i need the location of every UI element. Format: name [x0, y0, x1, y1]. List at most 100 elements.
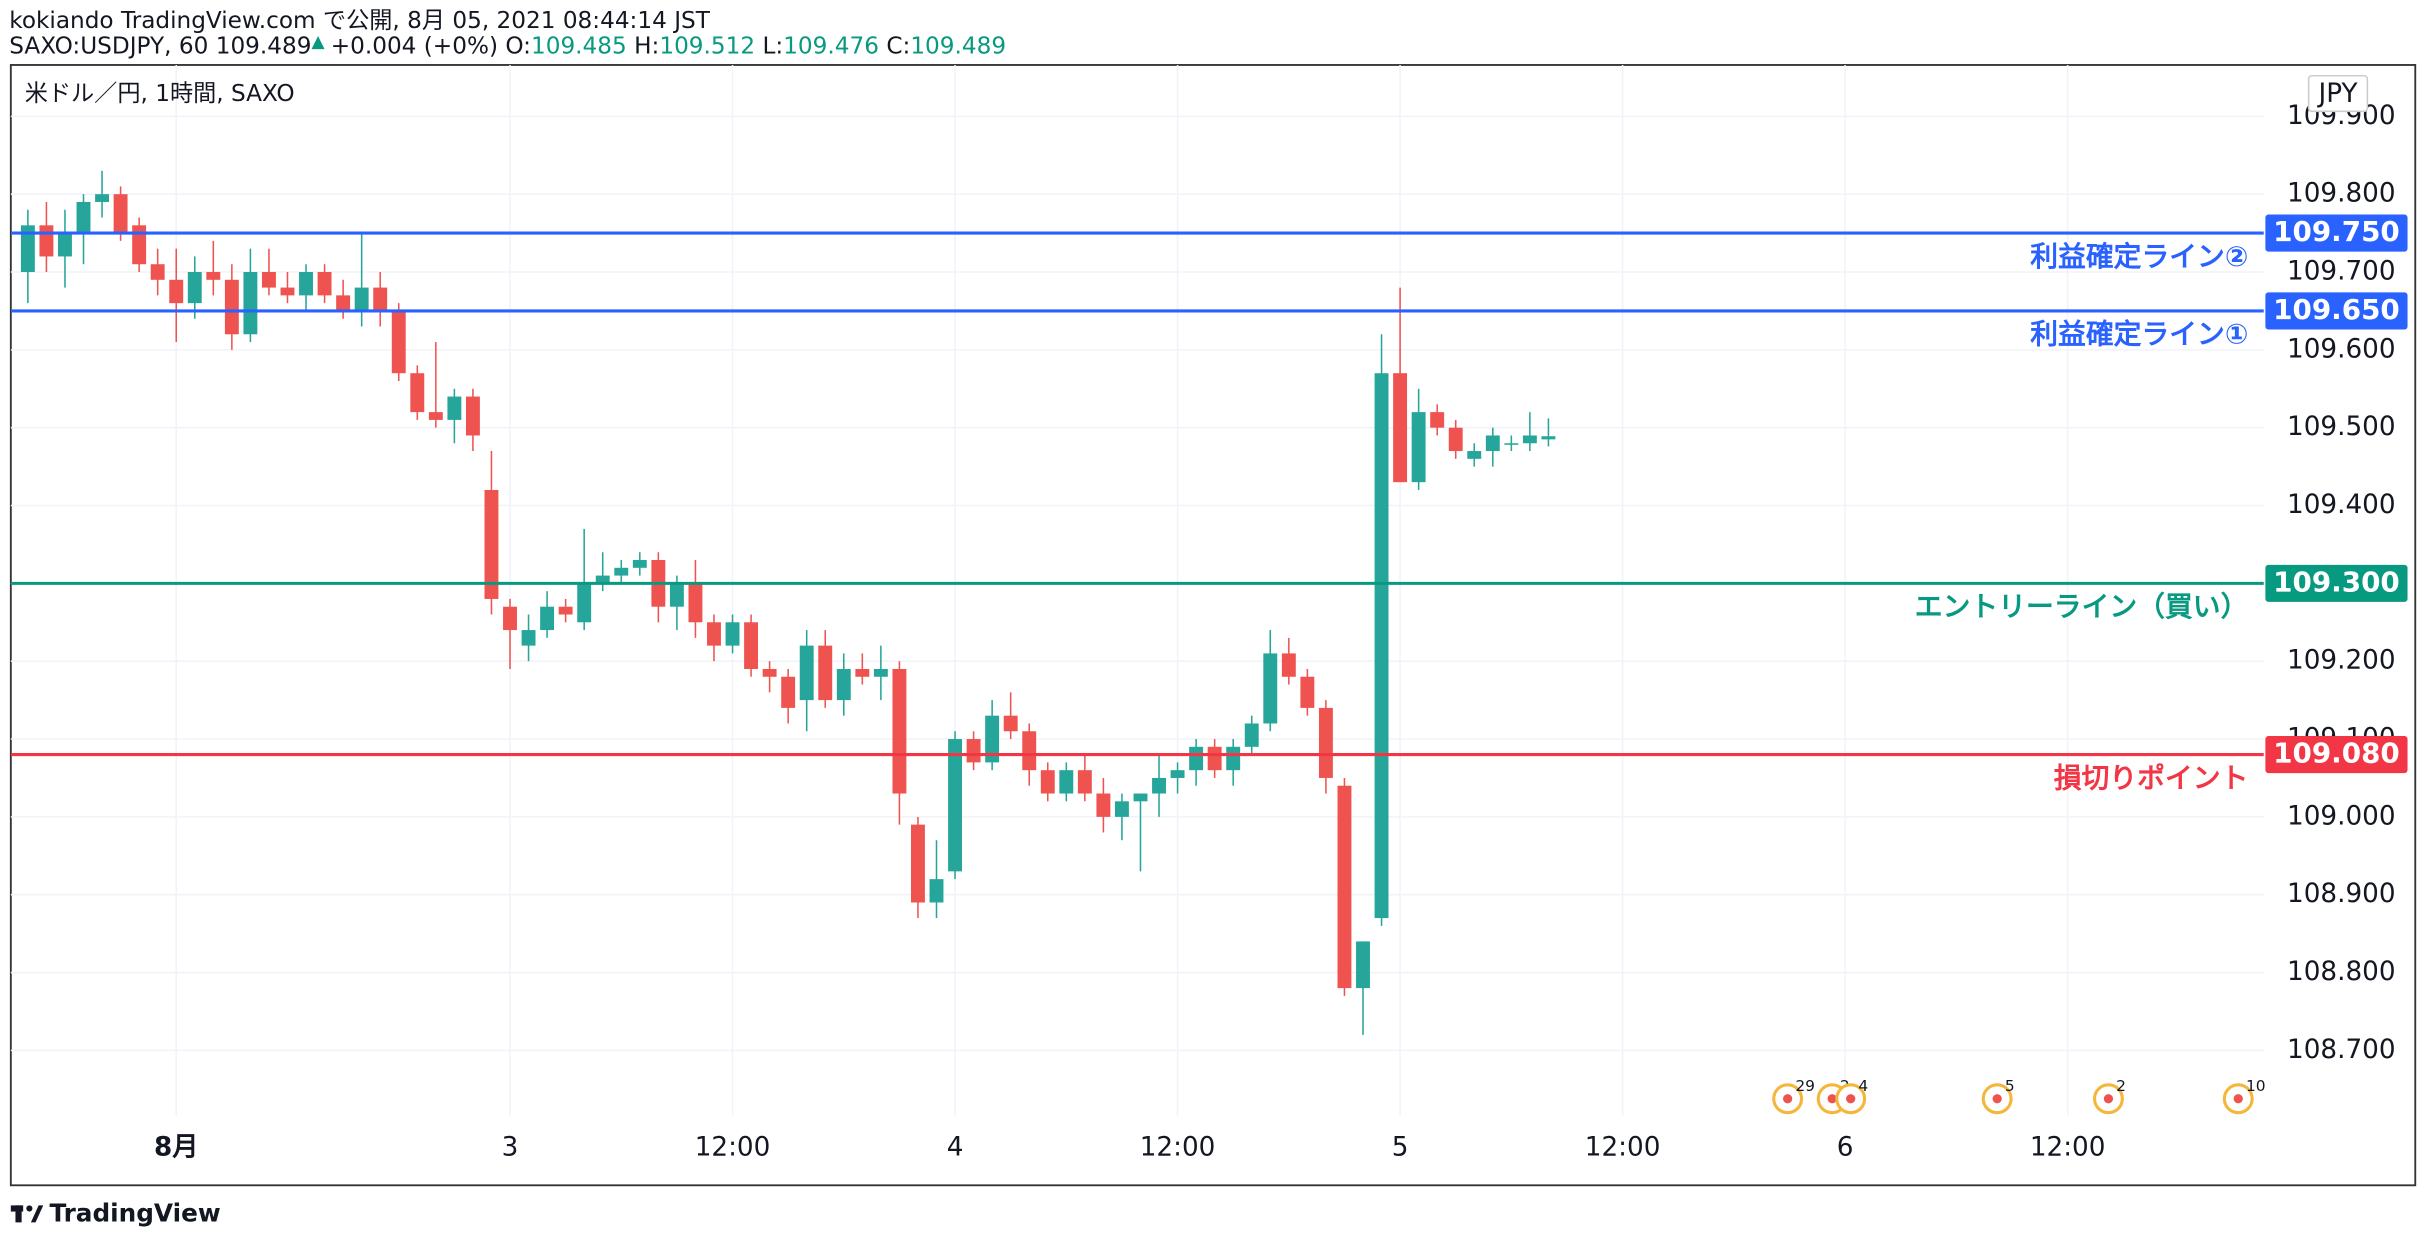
candle-body [725, 622, 740, 646]
candle-body [1189, 746, 1204, 771]
candle-body [1133, 793, 1148, 802]
ohlc-label: H: [634, 32, 659, 59]
price-tag-label: 109.080 [2273, 737, 2400, 770]
candle-body [391, 310, 406, 374]
ohlc-value: 109.489 [910, 32, 1006, 59]
candle-body [911, 824, 925, 903]
candle-body [985, 715, 1000, 763]
y-tick-label: 108.900 [2287, 879, 2396, 909]
change: +0.004 (+0%) [331, 32, 498, 59]
event-dot [1783, 1094, 1793, 1104]
candle-body [669, 583, 684, 607]
candle-body [855, 668, 870, 677]
candle-body [595, 575, 610, 584]
candle-body [1281, 653, 1296, 677]
candle-body [707, 622, 721, 646]
candle-body [447, 396, 462, 420]
symbol: SAXO:USDJPY, 60 [9, 32, 208, 59]
price-tag [2265, 292, 2408, 330]
ohlc-value: 109.476 [783, 32, 879, 59]
line-label: 利益確定ライン① [2030, 318, 2248, 351]
candle-body [20, 225, 35, 273]
currency: JPY [2316, 79, 2358, 109]
candle-body [336, 295, 351, 311]
candle-body [1337, 785, 1352, 989]
event-count: 4 [1858, 1077, 1868, 1095]
header-title: kokiando TradingView.com で公開, 8月 05, 202… [9, 7, 710, 34]
candle-body [1356, 941, 1370, 989]
y-tick-label: 108.800 [2287, 957, 2396, 987]
price-tag [2265, 564, 2408, 602]
candle-body [781, 676, 796, 708]
event-dot [2103, 1094, 2114, 1104]
y-tick-label: 109.600 [2287, 334, 2396, 364]
candle-body [1485, 435, 1500, 452]
candle-body [540, 606, 555, 631]
candle-body [1504, 443, 1519, 445]
candle-body [1448, 427, 1463, 452]
x-tick-label: 3 [502, 1133, 519, 1163]
brand-logo [10, 1205, 44, 1223]
candle-body [744, 622, 759, 669]
line-label: 損切りポイント [2054, 761, 2249, 794]
candle-body [1207, 746, 1222, 771]
x-tick-label: 5 [1392, 1133, 1409, 1163]
candle-body [1152, 777, 1166, 794]
price-tag-label: 109.750 [2273, 215, 2400, 248]
candle-body [187, 272, 202, 304]
candle-body [261, 272, 276, 288]
candle-body [873, 668, 888, 677]
candle-body [206, 272, 221, 280]
candle-body [1022, 731, 1037, 771]
candle-body [299, 272, 313, 296]
price-tag-label: 109.650 [2273, 293, 2400, 326]
candle-body [1170, 770, 1185, 778]
candle-body [1003, 715, 1018, 732]
candle-body [484, 489, 499, 599]
candle-body [799, 645, 814, 701]
candle-body [929, 879, 944, 903]
legend-text: 米ドル／円, 1時間, SAXO [25, 80, 295, 107]
candle-body [1077, 770, 1092, 794]
ohlc-label: C: [886, 32, 910, 59]
event-count: 10 [2246, 1077, 2266, 1095]
candle-body [1300, 676, 1315, 708]
candle-body [1226, 746, 1241, 771]
candle-body [150, 264, 165, 280]
candle-body [1318, 707, 1333, 778]
candle-body [1374, 373, 1389, 919]
candle-body [1244, 723, 1259, 747]
y-tick-label: 108.700 [2287, 1035, 2396, 1065]
candle-body [1411, 412, 1426, 483]
overlay: 108.700108.800108.900109.000109.100109.2… [154, 101, 2408, 1163]
candle-body [503, 606, 517, 631]
candle-body [1522, 435, 1537, 444]
candle-body [577, 583, 592, 623]
candle-body [95, 194, 110, 202]
x-tick-label: 8月 [154, 1133, 199, 1163]
candle-body [762, 668, 777, 677]
x-tick-label: 12:00 [1140, 1133, 1216, 1163]
candle-body [354, 287, 369, 311]
price-tag-label: 109.300 [2273, 565, 2400, 598]
y-tick-label: 109.400 [2287, 490, 2396, 520]
candle-body [76, 201, 91, 234]
candle-body [169, 279, 184, 304]
plot-area [10, 170, 2264, 1035]
y-tick-label: 109.700 [2287, 257, 2396, 287]
candle-body [428, 412, 443, 420]
header-quote: SAXO:USDJPY, 60 109.489 ▲ +0.004 (+0%) O: 1… [9, 32, 1006, 59]
candle-body [1430, 412, 1445, 428]
candle-body [280, 287, 295, 296]
candle-body [948, 739, 962, 872]
brand: TradingView [49, 1199, 220, 1228]
x-tick-label: 12:00 [1585, 1133, 1661, 1163]
y-tick-label: 109.200 [2287, 646, 2396, 676]
candle-body [1096, 793, 1111, 817]
change-arrow: ▲ [311, 32, 325, 52]
x-tick-label: 12:00 [2030, 1133, 2106, 1163]
candle-body [113, 194, 128, 234]
ohlc-label: O: [505, 32, 531, 59]
event-dot [2233, 1094, 2243, 1104]
event-count: 5 [2005, 1077, 2015, 1095]
